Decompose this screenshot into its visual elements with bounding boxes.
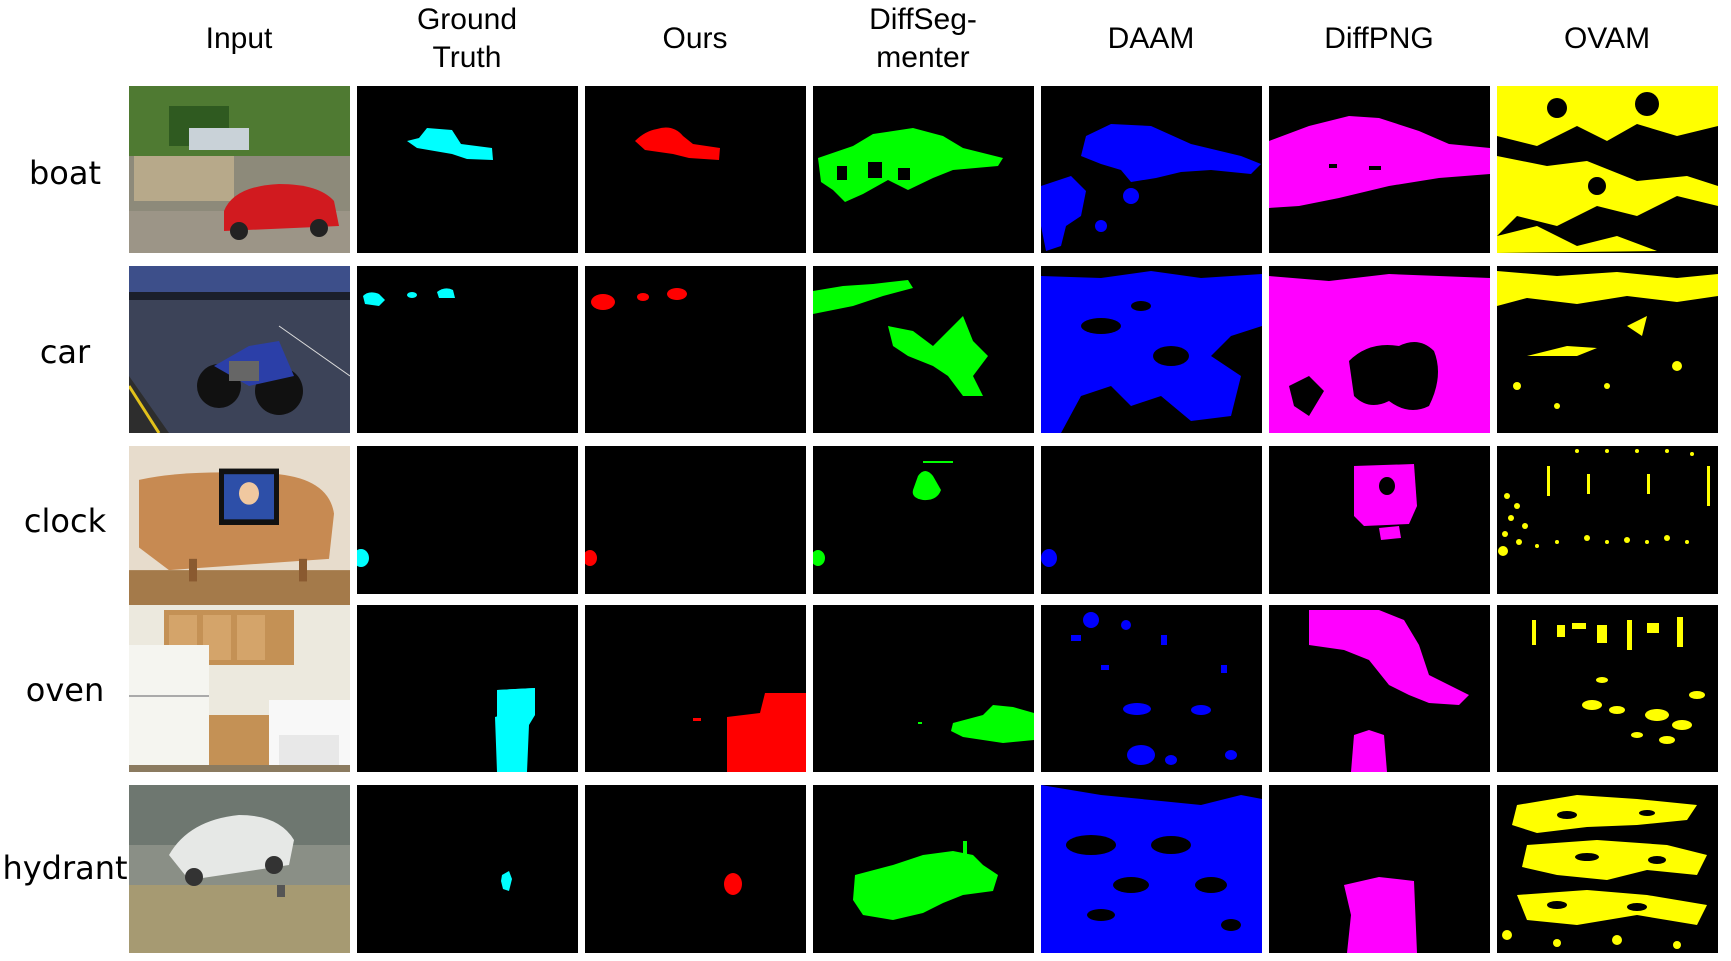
ground-truth-mask-clock	[357, 446, 578, 594]
ground-truth-mask-boat	[357, 86, 578, 253]
input-image-clock	[129, 446, 350, 613]
input-image-oven	[129, 605, 350, 772]
daam-mask-car	[1041, 266, 1262, 433]
column-header-diffsegmenter: DiffSeg- menter	[869, 3, 977, 74]
ovam-mask-boat	[1497, 86, 1718, 253]
input-image-hydrant	[129, 785, 350, 953]
diffsegmenter-mask-car	[813, 266, 1034, 433]
daam-mask-oven	[1041, 605, 1262, 772]
daam-mask-boat	[1041, 86, 1262, 253]
diffpng-mask-oven	[1269, 605, 1490, 772]
ground-truth-mask-oven	[357, 605, 578, 772]
input-image-boat	[129, 86, 350, 253]
row-label-oven: oven	[25, 671, 105, 709]
ovam-mask-car	[1497, 266, 1718, 433]
ground-truth-mask-hydrant	[357, 785, 578, 953]
row-label-hydrant: hydrant	[2, 849, 128, 887]
ovam-mask-clock	[1497, 446, 1718, 594]
column-header-daam: DAAM	[1107, 22, 1195, 55]
column-header-ours: Ours	[662, 22, 728, 55]
ours-mask-boat	[585, 86, 806, 253]
ours-mask-oven	[585, 605, 806, 772]
ours-mask-hydrant	[585, 785, 806, 953]
row-label-car: car	[39, 333, 91, 371]
daam-mask-clock	[1041, 446, 1262, 594]
row-label-boat: boat	[28, 154, 102, 192]
ovam-mask-oven	[1497, 605, 1718, 772]
row-label-clock: clock	[23, 502, 107, 540]
diffsegmenter-mask-hydrant	[813, 785, 1034, 953]
ovam-mask-hydrant	[1497, 785, 1718, 953]
ground-truth-mask-car	[357, 266, 578, 433]
diffpng-mask-boat	[1269, 86, 1490, 253]
diffsegmenter-mask-clock	[813, 446, 1034, 594]
daam-mask-hydrant	[1041, 785, 1262, 953]
column-header-diffpng: DiffPNG	[1324, 22, 1434, 55]
diffpng-mask-hydrant	[1269, 785, 1490, 953]
diffsegmenter-mask-boat	[813, 86, 1034, 253]
column-header-ground-truth: Ground Truth	[416, 3, 518, 74]
diffpng-mask-car	[1269, 266, 1490, 433]
ours-mask-clock	[585, 446, 806, 594]
column-header-input: Input	[205, 22, 273, 55]
diffpng-mask-clock	[1269, 446, 1490, 594]
ours-mask-car	[585, 266, 806, 433]
input-image-car	[129, 266, 350, 433]
diffsegmenter-mask-oven	[813, 605, 1034, 772]
column-header-ovam: OVAM	[1563, 22, 1651, 55]
